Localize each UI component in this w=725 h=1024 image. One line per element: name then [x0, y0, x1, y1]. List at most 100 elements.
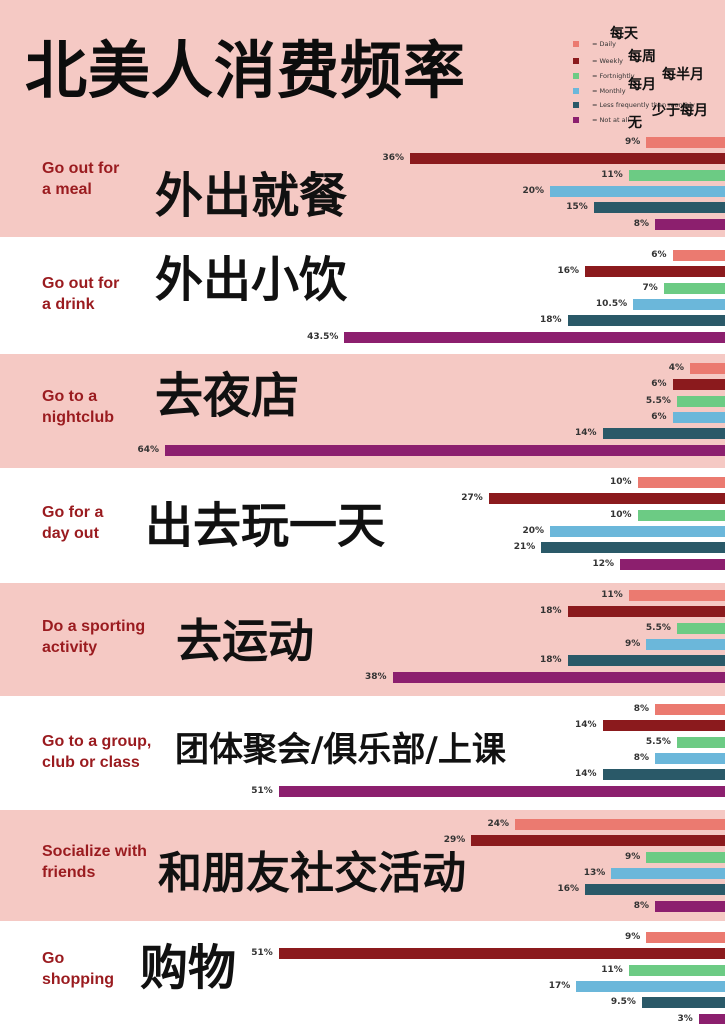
data-label: 12%: [592, 558, 614, 569]
category-label-zh: 去运动: [176, 614, 314, 668]
category-label: Go to a nightclub: [42, 388, 114, 426]
bar: [550, 525, 725, 537]
legend-label-zh: 每月: [628, 77, 656, 93]
data-label: 20%: [522, 185, 544, 196]
bar: [550, 185, 725, 197]
data-label: 5.5%: [645, 622, 671, 633]
bar: [637, 477, 725, 488]
data-label: 6%: [651, 411, 667, 422]
data-label: 38%: [364, 671, 387, 682]
data-label: 18%: [539, 315, 562, 326]
data-label: 4%: [668, 363, 684, 373]
bar: [611, 867, 725, 879]
legend-label-zh: 每半月: [662, 67, 704, 83]
bar: [392, 671, 725, 683]
data-label: 5.5%: [645, 395, 671, 406]
data-label: 8%: [633, 704, 649, 714]
data-label: 16%: [557, 266, 579, 277]
legend-label-zh: 少于每月: [652, 103, 708, 119]
category-label-zh: 外出小饮: [155, 252, 348, 308]
bar: [165, 444, 725, 456]
bar: [676, 736, 725, 748]
page-title: 北美人消费频率: [25, 34, 467, 107]
bar: [628, 590, 725, 601]
bar: [576, 980, 725, 992]
data-label: 15%: [566, 202, 588, 213]
category-label: Socialize with friends: [42, 843, 147, 881]
bar: [602, 769, 725, 781]
data-label: 18%: [539, 606, 562, 617]
category-band: [0, 468, 725, 583]
legend-label-zh: 每周: [628, 49, 656, 65]
legend-label: = Weekly: [592, 57, 623, 65]
bar: [663, 282, 725, 294]
category-label-zh: 购物: [140, 940, 237, 996]
bar: [567, 606, 725, 618]
data-label: 13%: [583, 867, 606, 878]
bar: [698, 1013, 725, 1024]
category-label-zh: 和朋友社交活动: [158, 848, 466, 899]
legend-swatch: [573, 73, 579, 79]
data-label: 14%: [574, 769, 597, 780]
bar: [620, 558, 725, 570]
data-label: 6%: [651, 250, 667, 260]
legend-label: = Not at all: [592, 116, 630, 124]
bar: [672, 411, 725, 423]
bar: [471, 835, 725, 847]
legend-label: = Daily: [592, 40, 616, 48]
category-label: Go out for a drink: [42, 275, 120, 313]
data-label: 7%: [642, 282, 658, 293]
legend-swatch: [573, 102, 579, 108]
data-label: 10%: [609, 509, 632, 520]
data-label: 9.5%: [610, 997, 636, 1008]
bar: [602, 720, 725, 732]
bar: [646, 932, 725, 943]
bar: [655, 752, 725, 764]
bar: [637, 509, 725, 521]
bar: [585, 266, 725, 278]
bar: [278, 785, 725, 797]
data-label: 9%: [624, 851, 641, 862]
bar: [567, 655, 725, 667]
category-label-zh: 出去玩一天: [145, 498, 386, 554]
bar: [567, 315, 725, 327]
bar: [655, 704, 725, 715]
data-label: 36%: [382, 153, 404, 164]
legend-swatch: [573, 88, 579, 94]
bar: [646, 137, 725, 148]
legend-label: = Monthly: [592, 87, 626, 95]
bar: [593, 202, 725, 214]
data-label: 64%: [137, 444, 159, 455]
data-label: 8%: [633, 900, 649, 911]
category-label: Go out for a meal: [42, 160, 120, 198]
category-label-zh: 团体聚会/俱乐部/上课: [175, 730, 506, 770]
bar: [672, 250, 725, 261]
data-label: 43.5%: [307, 331, 339, 342]
data-label: 20%: [522, 525, 544, 536]
bar: [655, 218, 725, 230]
data-label: 10%: [609, 477, 632, 487]
bar: [676, 622, 725, 634]
data-label: 24%: [487, 819, 509, 829]
data-label: 10.5%: [595, 298, 628, 309]
bar: [585, 884, 725, 896]
legend-label-zh: 无: [628, 115, 642, 131]
bar: [602, 428, 725, 440]
category-label-zh: 外出就餐: [155, 168, 348, 224]
bar: [344, 331, 725, 343]
data-label: 27%: [461, 493, 483, 504]
bar: [655, 900, 725, 912]
bar: [628, 169, 725, 181]
legend-swatch: [573, 117, 579, 123]
bar: [410, 153, 725, 165]
category-label-zh: 去夜店: [155, 368, 300, 424]
header-band: [0, 0, 725, 136]
bar: [690, 363, 725, 374]
data-label: 11%: [601, 964, 623, 975]
data-label: 11%: [601, 590, 623, 600]
data-label: 29%: [443, 835, 466, 846]
bar: [515, 819, 725, 830]
bar: [488, 493, 725, 505]
legend-label: = Fortnightly: [592, 72, 635, 80]
bar: [541, 542, 725, 554]
